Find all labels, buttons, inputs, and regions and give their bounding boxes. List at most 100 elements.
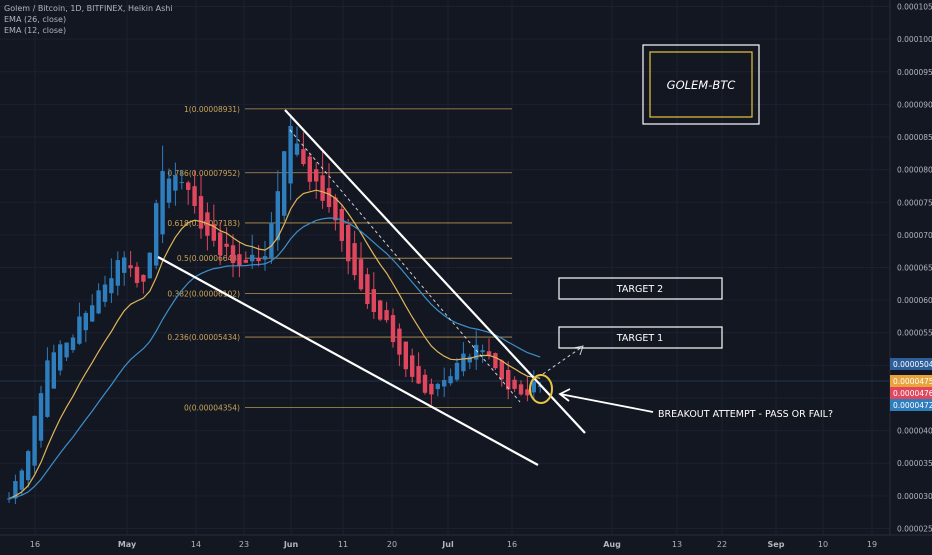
price-tick-label: 0.00007500 — [897, 198, 932, 207]
price-label-text: 0.00005042 — [893, 360, 932, 369]
price-label-bg — [890, 375, 932, 387]
candle-body — [218, 232, 223, 256]
candle-body — [147, 252, 152, 279]
candle-body — [51, 352, 56, 389]
candle-body — [442, 380, 447, 387]
candle-body — [173, 175, 178, 191]
candle-body — [250, 254, 255, 262]
breakout-label: BREAKOUT ATTEMPT - PASS OR FAIL? — [658, 409, 833, 420]
candle-body — [128, 265, 133, 269]
legend-ema26[interactable]: EMA (26, close) — [4, 15, 67, 24]
time-tick-label: Jul — [441, 540, 454, 549]
time-tick-label: Aug — [603, 540, 621, 549]
price-label-text: 0.00004759 — [893, 377, 932, 386]
candle-body — [474, 344, 479, 360]
candle-body — [122, 257, 127, 273]
candle-body — [397, 328, 402, 355]
upper-trendline[interactable] — [284, 109, 586, 434]
price-tick-label: 0.00010500 — [897, 3, 932, 12]
target1-label: TARGET 1 — [616, 333, 663, 344]
candle-body — [211, 224, 216, 241]
candle-body — [339, 209, 344, 241]
ema26-line — [8, 217, 541, 500]
fib-level-label: 0.618(0.00007183) — [167, 219, 240, 228]
fib-level-label: 0.786(0.00007952) — [167, 169, 240, 178]
candle-body — [320, 175, 325, 201]
breakout-arrow[interactable] — [559, 393, 654, 413]
candle-body — [294, 143, 300, 155]
annotation-boxes[interactable]: GOLEM-BTC TARGET 2 TARGET 1 BREAKOUT ATT… — [558, 44, 833, 420]
candle-body — [237, 254, 242, 266]
candle-body — [115, 260, 120, 286]
candle-body — [435, 383, 440, 390]
candle-body — [90, 305, 95, 322]
candle-body — [166, 178, 172, 203]
fib-level-label: 1(0.00008931) — [184, 105, 240, 114]
fib-level-label: 0.5(0.00006643) — [177, 254, 240, 263]
price-tick-label: 0.00002500 — [897, 524, 932, 533]
candle-body — [141, 274, 146, 282]
target2-box[interactable]: TARGET 2 — [558, 277, 723, 300]
candle-body — [45, 360, 50, 417]
candle-body — [326, 188, 332, 208]
time-tick-label: 11 — [338, 540, 348, 549]
price-label-bg — [890, 387, 932, 399]
time-tick-label: Jun — [283, 540, 299, 549]
candle-body — [154, 203, 159, 266]
time-axis[interactable]: 16 May 14 23 Jun 11 20 Jul 16 Aug 13 22 Sep 10 19 — [0, 534, 932, 549]
lower-trendline[interactable] — [157, 256, 539, 466]
dashed-trendline[interactable] — [289, 129, 521, 403]
legend-symbol[interactable]: Golem / Bitcoin, 1D, BITFINEX, Heikin As… — [4, 4, 173, 13]
price-tick-label: 0.00003000 — [897, 492, 932, 501]
candle-body — [102, 284, 108, 302]
target2-label: TARGET 2 — [616, 284, 663, 295]
candle-body — [224, 243, 229, 247]
title-box-label: GOLEM-BTC — [667, 78, 736, 92]
trend-drawings[interactable] — [157, 109, 654, 466]
candle-body — [160, 171, 165, 235]
candle-body — [525, 389, 530, 396]
candle-body — [256, 258, 261, 262]
candle-body — [506, 369, 511, 390]
candle-body — [454, 362, 460, 380]
price-tick-label: 0.00006500 — [897, 264, 932, 273]
breakout-circle[interactable] — [529, 374, 553, 404]
time-tick-label: 16 — [507, 540, 517, 549]
candle-body — [32, 415, 37, 466]
time-tick-label: 19 — [867, 540, 877, 549]
time-tick-label: 20 — [387, 540, 397, 549]
fib-level-label: 0.236(0.00005434) — [167, 333, 240, 342]
fibonacci-retracement[interactable]: 1(0.00008931) 0.786(0.00007952) 0.618(0.00… — [167, 105, 512, 413]
legend-ema12[interactable]: EMA (12, close) — [4, 26, 67, 35]
title-box[interactable]: GOLEM-BTC — [642, 44, 760, 125]
candle-body — [192, 186, 197, 206]
grid — [0, 0, 890, 535]
price-tick-label: 0.00008500 — [897, 133, 932, 142]
price-tick-label: 0.00009000 — [897, 100, 932, 109]
ema12-line — [8, 189, 541, 500]
candle-body — [518, 384, 524, 395]
target1-frame — [558, 326, 723, 349]
candle-body — [384, 310, 389, 321]
time-tick-label: May — [118, 540, 137, 549]
candle-body — [288, 125, 293, 184]
time-tick-label: 13 — [672, 540, 682, 549]
title-box-inner — [649, 51, 753, 118]
candle-body — [179, 182, 184, 184]
candle-body — [448, 376, 453, 384]
dashed-projection-arrow[interactable] — [542, 346, 583, 375]
candle-body — [19, 470, 24, 490]
candle-body — [70, 337, 76, 350]
candle-body — [365, 274, 370, 304]
candle-body — [301, 149, 306, 165]
price-tick-label: 0.00010000 — [897, 35, 932, 44]
ema-lines — [8, 189, 541, 500]
candle-body — [467, 356, 472, 363]
candle-body — [109, 278, 114, 294]
target1-box[interactable]: TARGET 1 — [558, 326, 723, 349]
price-tick-label: 0.00004000 — [897, 427, 932, 436]
